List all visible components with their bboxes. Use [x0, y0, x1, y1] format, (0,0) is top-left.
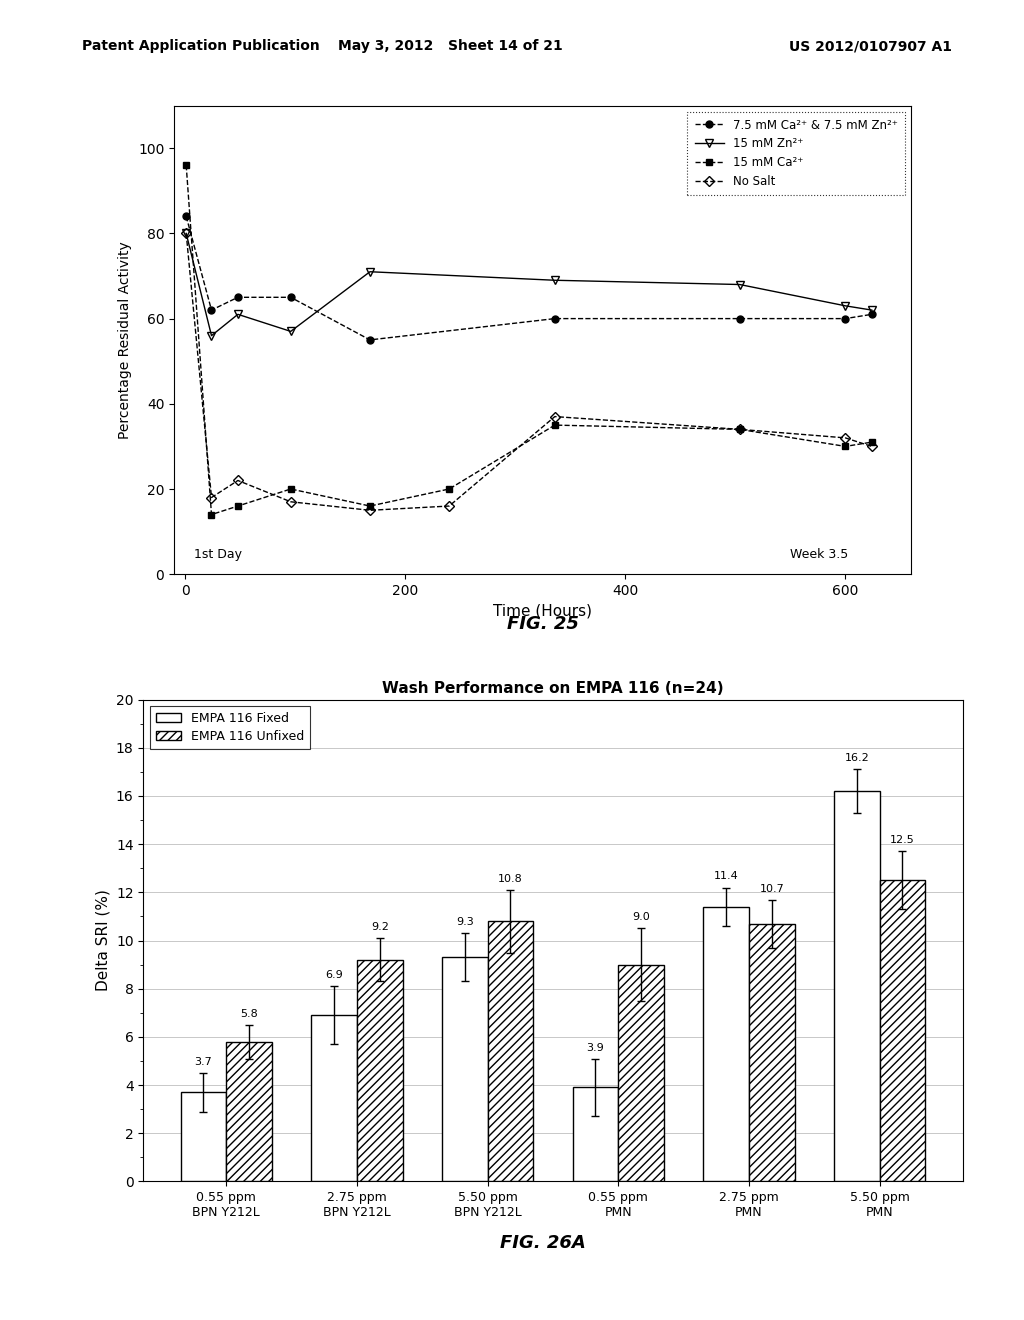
No Salt	[733, 421, 745, 437]
Line: 7.5 mM Ca²⁺ & 7.5 mM Zn²⁺: 7.5 mM Ca²⁺ & 7.5 mM Zn²⁺	[182, 213, 876, 343]
Y-axis label: Delta SRI (%): Delta SRI (%)	[95, 890, 111, 991]
7.5 mM Ca²⁺ & 7.5 mM Zn²⁺	[285, 289, 297, 305]
15 mM Zn²⁺	[840, 298, 852, 314]
15 mM Ca²⁺	[364, 498, 376, 513]
7.5 mM Ca²⁺ & 7.5 mM Zn²⁺	[549, 310, 561, 326]
15 mM Zn²⁺	[285, 323, 297, 339]
15 mM Ca²⁺	[206, 507, 218, 523]
15 mM Ca²⁺	[549, 417, 561, 433]
15 mM Zn²⁺	[206, 327, 218, 343]
15 mM Ca²⁺	[865, 434, 878, 450]
Bar	[834, 791, 880, 1181]
15 mM Zn²⁺	[364, 264, 376, 280]
Text: May 3, 2012   Sheet 14 of 21: May 3, 2012 Sheet 14 of 21	[338, 40, 563, 53]
Text: 10.8: 10.8	[498, 874, 523, 884]
No Salt	[865, 438, 878, 454]
15 mM Ca²⁺	[840, 438, 852, 454]
Text: FIG. 25: FIG. 25	[507, 615, 579, 634]
Text: 1st Day: 1st Day	[194, 548, 242, 561]
Bar	[703, 907, 749, 1181]
Bar	[311, 1015, 357, 1181]
Text: Week 3.5: Week 3.5	[791, 548, 849, 561]
15 mM Ca²⁺	[443, 480, 456, 496]
7.5 mM Ca²⁺ & 7.5 mM Zn²⁺	[733, 310, 745, 326]
No Salt	[840, 430, 852, 446]
Text: 6.9: 6.9	[326, 970, 343, 981]
Bar	[357, 960, 402, 1181]
Text: 11.4: 11.4	[714, 871, 738, 882]
7.5 mM Ca²⁺ & 7.5 mM Zn²⁺	[840, 310, 852, 326]
Title: Wash Performance on EMPA 116 (n=24): Wash Performance on EMPA 116 (n=24)	[382, 681, 724, 696]
15 mM Zn²⁺	[865, 302, 878, 318]
No Salt	[231, 473, 244, 488]
Text: 5.8: 5.8	[241, 1008, 258, 1019]
15 mM Zn²⁺	[733, 277, 745, 293]
Line: No Salt: No Salt	[182, 230, 876, 513]
15 mM Ca²⁺	[231, 498, 244, 513]
Legend: 7.5 mM Ca²⁺ & 7.5 mM Zn²⁺, 15 mM Zn²⁺, 15 mM Ca²⁺, No Salt: 7.5 mM Ca²⁺ & 7.5 mM Zn²⁺, 15 mM Zn²⁺, 1…	[687, 111, 905, 195]
No Salt	[364, 503, 376, 519]
7.5 mM Ca²⁺ & 7.5 mM Zn²⁺	[231, 289, 244, 305]
15 mM Zn²⁺	[549, 272, 561, 288]
Text: 9.0: 9.0	[632, 912, 650, 923]
15 mM Ca²⁺	[285, 480, 297, 496]
15 mM Zn²⁺	[231, 306, 244, 322]
Text: FIG. 26A: FIG. 26A	[500, 1234, 586, 1253]
15 mM Zn²⁺	[180, 226, 193, 242]
7.5 mM Ca²⁺ & 7.5 mM Zn²⁺	[180, 209, 193, 224]
7.5 mM Ca²⁺ & 7.5 mM Zn²⁺	[364, 333, 376, 348]
Bar	[226, 1041, 272, 1181]
Text: 16.2: 16.2	[845, 754, 869, 763]
Bar	[487, 921, 534, 1181]
7.5 mM Ca²⁺ & 7.5 mM Zn²⁺	[206, 302, 218, 318]
Bar	[880, 880, 926, 1181]
Text: Patent Application Publication: Patent Application Publication	[82, 40, 319, 53]
15 mM Ca²⁺	[180, 157, 193, 173]
15 mM Ca²⁺	[733, 421, 745, 437]
Text: 10.7: 10.7	[760, 883, 784, 894]
No Salt	[549, 409, 561, 425]
Text: 3.9: 3.9	[587, 1043, 604, 1052]
Bar	[618, 965, 664, 1181]
Text: US 2012/0107907 A1: US 2012/0107907 A1	[790, 40, 952, 53]
Text: 3.7: 3.7	[195, 1057, 212, 1067]
Text: 9.2: 9.2	[371, 923, 389, 932]
Bar	[572, 1088, 618, 1181]
No Salt	[206, 490, 218, 506]
Bar	[180, 1092, 226, 1181]
No Salt	[285, 494, 297, 510]
7.5 mM Ca²⁺ & 7.5 mM Zn²⁺	[865, 306, 878, 322]
X-axis label: Time (Hours): Time (Hours)	[494, 603, 592, 619]
Bar	[749, 924, 795, 1181]
Bar	[442, 957, 487, 1181]
Line: 15 mM Zn²⁺: 15 mM Zn²⁺	[182, 230, 876, 339]
Line: 15 mM Ca²⁺: 15 mM Ca²⁺	[182, 162, 876, 517]
Text: 12.5: 12.5	[890, 836, 914, 845]
Text: 9.3: 9.3	[456, 917, 474, 927]
No Salt	[180, 226, 193, 242]
Legend: EMPA 116 Fixed, EMPA 116 Unfixed: EMPA 116 Fixed, EMPA 116 Unfixed	[150, 706, 310, 750]
No Salt	[443, 498, 456, 513]
Y-axis label: Percentage Residual Activity: Percentage Residual Activity	[119, 242, 132, 438]
